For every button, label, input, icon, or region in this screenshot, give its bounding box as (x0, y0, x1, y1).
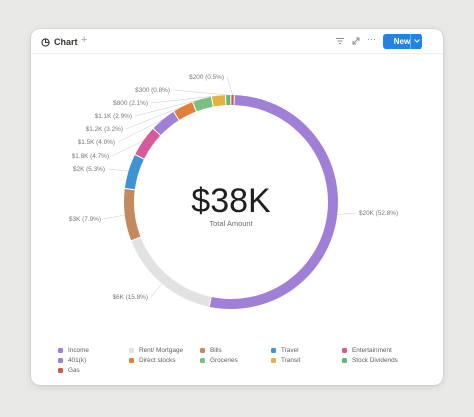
add-view-button[interactable]: + (81, 34, 88, 46)
chevron-down-icon (413, 39, 420, 43)
leader-line (172, 89, 229, 96)
donut-slice-401-k-[interactable] (153, 111, 179, 136)
leader-line (150, 95, 219, 104)
legend-label: Gas (68, 367, 80, 374)
legend-label: Groceries (210, 357, 238, 364)
donut-slice-travel[interactable] (124, 155, 144, 190)
legend-swatch (271, 358, 276, 363)
leader-line (117, 119, 164, 143)
donut-slice-rent-mortgage[interactable] (131, 237, 211, 307)
slice-label: $1.2K (3.2%) (86, 126, 123, 133)
legend-item[interactable]: Rent/ Mortgage (129, 347, 200, 354)
legend-label: Stock Dividends (352, 357, 398, 364)
leader-line (103, 214, 125, 220)
legend-label: 401(k) (68, 357, 87, 364)
legend-swatch (200, 348, 205, 353)
slice-label: $300 (0.8%) (135, 87, 170, 94)
chart-legend: Income Rent/ Mortgage Bills Travel Entertain… (58, 347, 438, 374)
legend-label: Travel (281, 347, 299, 354)
legend-label: Entertainment (352, 347, 392, 354)
new-dropdown-button[interactable] (410, 34, 422, 49)
legend-swatch (200, 358, 205, 363)
slice-label: $6K (15.8%) (112, 294, 148, 301)
legend-item[interactable]: 401(k) (58, 357, 129, 364)
legend-swatch (271, 348, 276, 353)
legend-swatch (58, 348, 63, 353)
filter-icon[interactable] (335, 36, 346, 47)
legend-swatch (58, 358, 63, 363)
legend-item[interactable]: Gas (58, 367, 129, 374)
legend-item[interactable]: Stock Dividends (342, 357, 422, 364)
leader-line (150, 283, 163, 298)
legend-item[interactable]: Income (58, 347, 129, 354)
total-amount-label: Total Amount (209, 219, 253, 228)
donut-slice-groceries[interactable] (193, 96, 213, 112)
donut-slice-income[interactable] (209, 95, 338, 309)
slice-label: $1.5K (4.0%) (78, 139, 115, 146)
total-amount-value: $38K (191, 182, 271, 220)
donut-slice-direct-stocks[interactable] (174, 102, 196, 120)
legend-label: Transit (281, 357, 301, 364)
legend-item[interactable]: Bills (200, 347, 271, 354)
legend-label: Rent/ Mortgage (139, 347, 184, 354)
more-options-button[interactable]: ··· (367, 34, 376, 44)
tab-chart-label: Chart (54, 37, 78, 47)
slice-label: $3K (7.9%) (69, 216, 101, 223)
legend-label: Income (68, 347, 89, 354)
donut-chart: $20K (52.8%) $6K (15.8%) $3K (7.9%) $2K (5.… (69, 74, 398, 309)
donut-slice-labels: $20K (52.8%) $6K (15.8%) $3K (7.9%) $2K (5.… (69, 74, 398, 301)
legend-swatch (342, 348, 347, 353)
slice-label: $2K (5.3%) (73, 166, 105, 173)
donut-slice-transit[interactable] (211, 95, 226, 107)
donut-slice-bills[interactable] (124, 189, 141, 241)
chart-toolbar: Chart + ··· New (31, 29, 443, 54)
legend-label: Direct stocks (139, 357, 176, 364)
expand-icon[interactable] (351, 36, 362, 47)
legend-swatch (129, 358, 134, 363)
legend-label: Bills (210, 347, 222, 354)
chart-view-icon (41, 37, 50, 47)
donut-leader-lines (103, 76, 357, 298)
legend-item[interactable]: Transit (271, 357, 342, 364)
legend-swatch (342, 358, 347, 363)
legend-item[interactable]: Direct stocks (129, 357, 200, 364)
legend-item[interactable]: Travel (271, 347, 342, 354)
leader-line (107, 168, 129, 172)
slice-label: $800 (2.1%) (113, 100, 148, 107)
leader-line (134, 98, 202, 117)
tab-chart[interactable]: Chart (41, 34, 78, 50)
leader-line (337, 212, 357, 215)
donut-slice-entertainment[interactable] (135, 128, 161, 159)
donut-slices (124, 95, 338, 309)
legend-swatch (58, 368, 63, 373)
slice-label: $20K (52.8%) (359, 210, 398, 217)
slice-label: $200 (0.5%) (189, 74, 224, 81)
legend-item[interactable]: Groceries (200, 357, 271, 364)
chart-card: Chart + ··· New $20K (52.8%) $6K (15.8%) $… (31, 29, 443, 385)
slice-label: $1.8K (4.7%) (72, 153, 109, 160)
legend-swatch (129, 348, 134, 353)
legend-item[interactable]: Entertainment (342, 347, 422, 354)
slice-label: $1.1K (2.9%) (95, 113, 132, 120)
leader-line (226, 76, 233, 96)
leader-line (125, 106, 184, 130)
leader-line (111, 140, 144, 157)
